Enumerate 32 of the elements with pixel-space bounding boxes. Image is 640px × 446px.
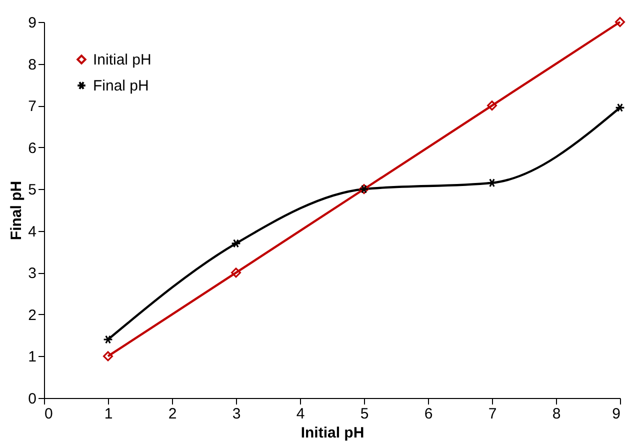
x-tick-label: 8 [552, 406, 561, 422]
y-tick-label: 4 [28, 223, 36, 240]
point [103, 351, 113, 362]
point [615, 103, 625, 112]
y-tick-label: 3 [28, 265, 36, 282]
y-tick-label: 6 [28, 140, 36, 157]
x-tick-label: 2 [168, 406, 177, 422]
x-tick-label: 4 [296, 406, 305, 422]
y-tick-label: 2 [28, 306, 36, 324]
point [615, 17, 625, 27]
x-tick-label: 1 [104, 406, 113, 422]
y-tick-label: 1 [28, 348, 36, 366]
y-tick-label: 5 [28, 182, 36, 199]
point [103, 335, 113, 344]
legend-label: Initial pH [93, 52, 152, 68]
y-tick-label: 9 [28, 14, 36, 32]
point [231, 238, 241, 248]
point [231, 268, 241, 278]
y-tick-label: 8 [28, 56, 36, 74]
x-tick-label: 0 [44, 406, 53, 422]
y-tick-label: 0 [28, 390, 36, 408]
x-tick-label: 7 [488, 406, 497, 422]
point [487, 100, 497, 111]
x-tick-label: 3 [232, 406, 241, 422]
y-axis-title: Final pH [8, 180, 26, 240]
point [487, 178, 497, 188]
x-axis-title: Initial pH [300, 424, 364, 442]
legend-label: Final pH [93, 78, 149, 94]
y-tick-label: 7 [28, 98, 36, 116]
x-tick-label: 9 [612, 406, 620, 422]
x-tick-label: 6 [424, 406, 433, 422]
x-tick-label: 5 [360, 406, 369, 422]
